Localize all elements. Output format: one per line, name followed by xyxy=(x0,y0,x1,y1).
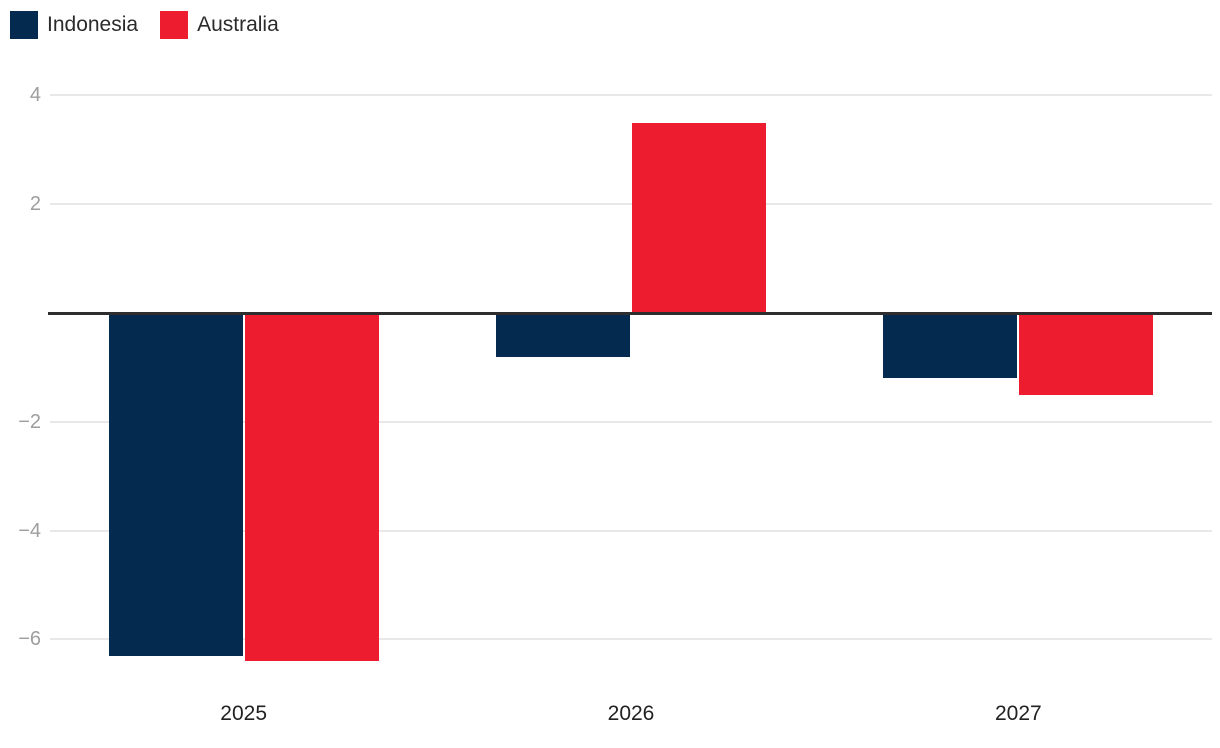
legend-item-australia: Australia xyxy=(160,11,279,39)
y-tick-label: 4 xyxy=(29,84,41,107)
y-tick-label: −2 xyxy=(18,410,41,433)
x-tick-label: 2027 xyxy=(994,702,1042,725)
x-tick-label: 2025 xyxy=(220,702,268,725)
bar-australia-2025 xyxy=(244,313,379,662)
legend-label-australia: Australia xyxy=(197,13,279,36)
zero-line xyxy=(48,311,1212,315)
y-tick-label: −4 xyxy=(18,519,41,542)
gridline xyxy=(50,529,1212,532)
legend-swatch-indonesia-icon xyxy=(10,11,38,39)
bar-indonesia-2025 xyxy=(108,313,243,656)
gridline xyxy=(50,638,1212,641)
legend-label-indonesia: Indonesia xyxy=(47,13,139,36)
gridline xyxy=(50,420,1212,423)
legend-item-indonesia: Indonesia xyxy=(10,11,138,39)
bar-indonesia-2026 xyxy=(496,313,630,357)
gridline xyxy=(50,94,1212,97)
bar-australia-2027 xyxy=(1019,313,1154,395)
legend-swatch-australia-icon xyxy=(160,11,189,39)
y-tick-label: −6 xyxy=(18,628,41,651)
y-tick-label: 2 xyxy=(29,193,41,216)
bar-australia-2026 xyxy=(632,122,766,313)
legend: Indonesia Australia xyxy=(10,11,279,39)
bar-indonesia-2027 xyxy=(883,313,1018,379)
gridline xyxy=(50,203,1212,206)
x-tick-label: 2026 xyxy=(607,702,655,725)
